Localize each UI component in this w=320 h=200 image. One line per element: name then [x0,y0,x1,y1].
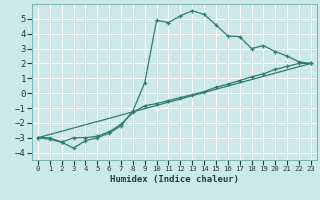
X-axis label: Humidex (Indice chaleur): Humidex (Indice chaleur) [110,175,239,184]
